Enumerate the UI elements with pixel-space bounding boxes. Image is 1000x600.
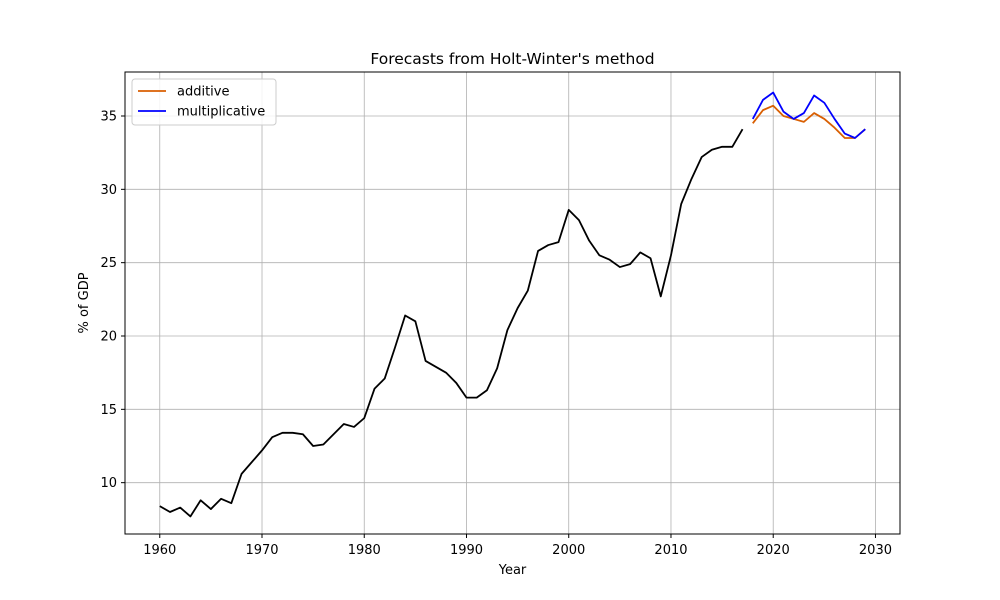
- x-tick-label: 1980: [348, 543, 381, 558]
- y-axis-label: % of GDP: [77, 272, 92, 333]
- legend-label: additive: [177, 85, 229, 100]
- x-tick-label: 2010: [654, 543, 687, 558]
- y-tick-label: 25: [100, 256, 117, 271]
- plot-frame: [124, 71, 901, 535]
- series-layer: [159, 91, 866, 518]
- y-tick-label: 10: [100, 476, 117, 491]
- legend-box: [131, 78, 277, 126]
- x-tick-label: 2000: [552, 543, 585, 558]
- x-axis-ticks: 1960 1970 1980 1990 2000 2010 2020 2030: [143, 534, 892, 558]
- y-tick-label: 15: [100, 403, 117, 418]
- y-tick-label: 35: [100, 110, 117, 125]
- legend-label: multiplicative: [177, 105, 265, 120]
- x-tick-label: 2020: [757, 543, 790, 558]
- y-tick-label: 20: [100, 330, 117, 345]
- x-tick-label: 1960: [143, 543, 176, 558]
- history-series-line: [159, 128, 744, 518]
- chart-title: Forecasts from Holt-Winter's method: [370, 50, 654, 68]
- additive-series-line: [752, 104, 866, 139]
- legend: additive multiplicative: [131, 78, 277, 126]
- x-axis-label: Year: [498, 563, 527, 578]
- y-axis-ticks: 10 15 20 25 30 35: [100, 110, 125, 491]
- multiplicative-series-line: [751, 91, 866, 139]
- grid: [125, 72, 900, 534]
- x-tick-label: 1970: [245, 543, 278, 558]
- x-tick-label: 1990: [450, 543, 483, 558]
- y-tick-label: 30: [100, 183, 117, 198]
- x-tick-label: 2030: [859, 543, 892, 558]
